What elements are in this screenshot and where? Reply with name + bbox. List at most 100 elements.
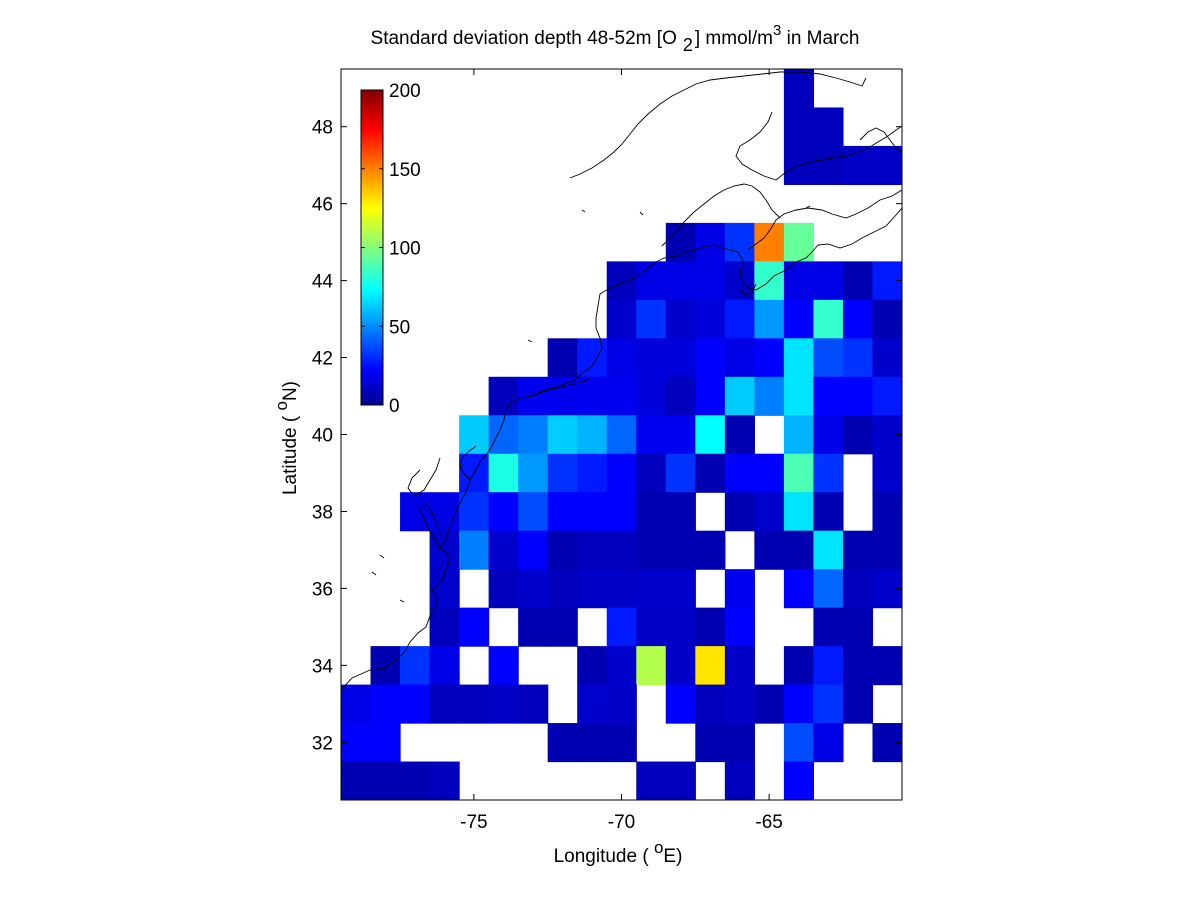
- y-tick-label: 34: [312, 656, 334, 677]
- y-tick-label: 32: [312, 733, 333, 754]
- heatmap-cell: [842, 261, 874, 301]
- heatmap-cell: [842, 684, 874, 724]
- colorbar-ticks: 0 50 100 150 200: [361, 81, 421, 417]
- heatmap-cell: [518, 415, 549, 455]
- heatmap-cell: [370, 723, 401, 763]
- heatmap-cell: [695, 299, 726, 339]
- coastline-us-east: [341, 207, 902, 691]
- heatmap-cell: [724, 492, 755, 532]
- heatmap-cell: [606, 723, 637, 763]
- heatmap-cell: [606, 684, 637, 724]
- heatmap-cell: [636, 338, 667, 378]
- heatmap-cell: [636, 646, 667, 686]
- heatmap-cell: [783, 107, 815, 147]
- heatmap-cell: [488, 684, 519, 724]
- heatmap-cell: [813, 415, 844, 455]
- heatmap-cells: [341, 69, 902, 800]
- heatmap-cell: [783, 69, 815, 109]
- y-tick-label: 38: [312, 502, 333, 523]
- x-axis-ticks: -75 -70 -65: [460, 69, 783, 833]
- heatmap-cell: [842, 569, 874, 609]
- heatmap-cell: [665, 415, 696, 455]
- coastline-newfoundland: [859, 127, 902, 153]
- coastline-gulf-stlawrence: [661, 183, 902, 251]
- heatmap-cell: [547, 492, 578, 532]
- heatmap-cell: [665, 299, 696, 339]
- heatmap-cell: [813, 376, 844, 416]
- heatmap-cell: [459, 684, 490, 724]
- heatmap-cell: [783, 376, 815, 416]
- heatmap-cell: [695, 607, 726, 647]
- heatmap-cell: [636, 376, 667, 416]
- y-tick-label: 36: [312, 579, 333, 600]
- heatmap-cell: [518, 492, 549, 532]
- heatmap-cell: [783, 453, 815, 493]
- heatmap-cell: [665, 684, 696, 724]
- heatmap-cell: [400, 646, 431, 686]
- heatmap-cell: [606, 569, 637, 609]
- heatmap-cell: [783, 415, 815, 455]
- heatmap-cell: [695, 261, 726, 301]
- heatmap-cell: [783, 261, 815, 301]
- heatmap-cell: [695, 376, 726, 416]
- heatmap-cell: [429, 607, 460, 647]
- heatmap-cell: [724, 684, 755, 724]
- heatmap-cell: [577, 530, 608, 570]
- heatmap-cell: [606, 607, 637, 647]
- heatmap-cell: [724, 646, 755, 686]
- heatmap-cell: [695, 530, 726, 570]
- heatmap-cell: [606, 646, 637, 686]
- heatmap-cell: [783, 222, 815, 262]
- heatmap-cell: [547, 415, 578, 455]
- heatmap-cell: [518, 684, 549, 724]
- heatmap-cell: [400, 761, 431, 800]
- heatmap-cell: [754, 376, 785, 416]
- heatmap-cell: [724, 338, 755, 378]
- y-tick-label: 40: [312, 426, 333, 447]
- colorbar-tick-label: 200: [389, 81, 421, 102]
- heatmap-cell: [783, 761, 815, 800]
- chart-title: Standard deviation depth 48-52m [O 2] mmo…: [371, 22, 860, 55]
- heatmap-cell: [577, 338, 608, 378]
- heatmap-cell: [577, 723, 608, 763]
- heatmap-cell: [754, 338, 785, 378]
- heatmap-cell: [783, 299, 815, 339]
- heatmap-cell: [459, 415, 490, 455]
- heatmap-cell: [488, 492, 519, 532]
- heatmap-cell: [665, 646, 696, 686]
- heatmap-cell: [665, 607, 696, 647]
- heatmap-cell: [429, 569, 460, 609]
- colorbar: 0 50 100 150 200: [360, 81, 421, 417]
- heatmap-cell: [370, 761, 401, 800]
- heatmap-cell: [754, 453, 785, 493]
- y-tick-label: 48: [312, 118, 333, 139]
- x-axis-label: Longitude ( oE): [554, 838, 683, 867]
- heatmap-cell: [813, 723, 844, 763]
- heatmap-cell: [518, 607, 549, 647]
- heatmap-cell: [606, 376, 637, 416]
- heatmap-cell: [577, 646, 608, 686]
- heatmap-cell: [842, 415, 874, 455]
- heatmap-cell: [872, 299, 902, 339]
- coastline-north-shore: [569, 71, 867, 179]
- colorbar-tick-label: 50: [389, 317, 410, 338]
- heatmap-cell: [606, 530, 637, 570]
- heatmap-cell: [695, 222, 726, 262]
- heatmap-cell: [518, 569, 549, 609]
- heatmap-cell: [665, 453, 696, 493]
- heatmap-cell: [518, 530, 549, 570]
- heatmap-cell: [518, 453, 549, 493]
- y-axis-label: Latitude ( oN): [272, 381, 301, 495]
- heatmap-cell: [429, 684, 460, 724]
- heatmap-cell: [813, 107, 844, 147]
- heatmap-cell: [813, 684, 844, 724]
- heatmap-cell: [813, 530, 844, 570]
- heatmap-cell: [813, 569, 844, 609]
- heatmap-cell: [636, 453, 667, 493]
- heatmap-cell: [813, 453, 844, 493]
- heatmap-cell: [695, 646, 726, 686]
- heatmap-cell: [724, 607, 755, 647]
- heatmap-cell: [488, 530, 519, 570]
- heatmap-cell: [577, 376, 608, 416]
- heatmap-cell: [813, 646, 844, 686]
